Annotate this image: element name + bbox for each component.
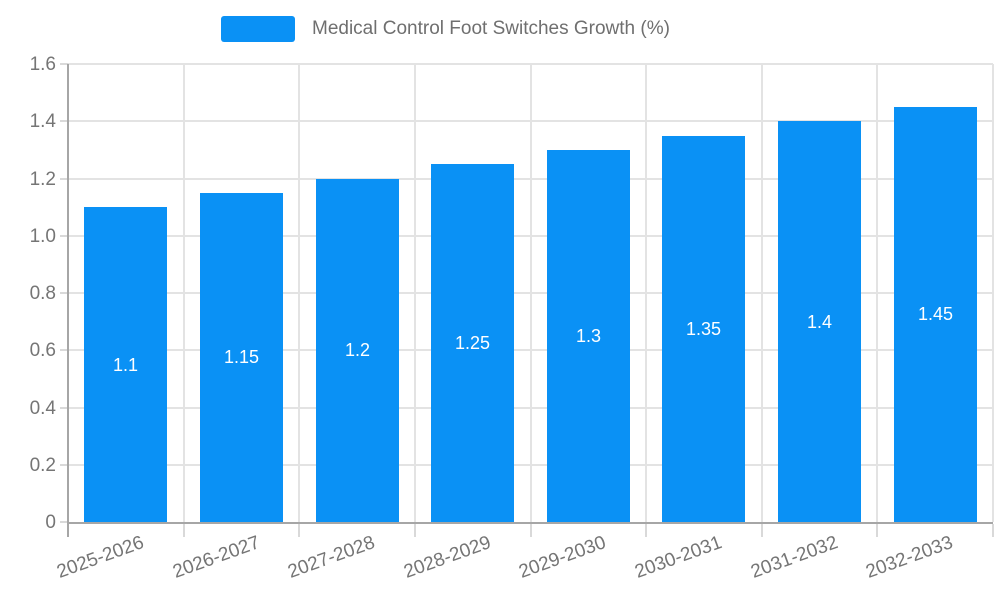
- x-axis-tick-label: 2029-2030: [516, 532, 610, 583]
- y-axis-tick-label: 1.2: [29, 169, 56, 190]
- v-gridline: [530, 64, 532, 522]
- bar: [84, 207, 167, 522]
- x-axis-tick: [876, 524, 878, 537]
- v-gridline: [876, 64, 878, 522]
- y-axis-tick: [60, 464, 68, 466]
- x-axis-tick: [298, 524, 300, 537]
- bar-value-label: 1.3: [575, 326, 602, 346]
- y-axis-tick: [60, 521, 68, 523]
- x-axis-tick: [183, 524, 185, 537]
- bar: [431, 164, 514, 522]
- y-axis-tick: [60, 120, 68, 122]
- y-axis-tick: [60, 235, 68, 237]
- y-axis-tick-label: 0.2: [29, 455, 56, 476]
- x-axis-tick: [645, 524, 647, 537]
- y-axis-tick-label: 0.8: [29, 283, 56, 304]
- y-axis-tick-label: 0: [45, 512, 56, 533]
- bar: [778, 121, 861, 522]
- x-axis-line: [68, 522, 993, 524]
- v-gridline: [414, 64, 416, 522]
- v-gridline: [761, 64, 763, 522]
- y-axis-tick: [60, 292, 68, 294]
- bar-value-label: 1.35: [685, 319, 722, 339]
- x-axis-tick-label: 2027-2028: [285, 532, 378, 583]
- bar: [894, 107, 977, 522]
- x-axis-tick-label: 2032-2033: [863, 532, 957, 583]
- legend-item[interactable]: Medical Control Foot Switches Growth (%): [221, 16, 670, 42]
- x-axis-tick-label: 2025-2026: [54, 532, 147, 583]
- bar: [547, 150, 630, 522]
- y-axis-tick: [60, 349, 68, 351]
- y-axis-tick-label: 1.0: [29, 226, 56, 247]
- x-axis-tick-label: 2026-2027: [169, 532, 263, 583]
- bar-value-label: 1.45: [917, 304, 954, 324]
- y-axis-tick-label: 0.6: [29, 340, 56, 361]
- legend-swatch-icon: [221, 16, 295, 42]
- bar: [662, 136, 745, 522]
- x-axis-tick-label: 2030-2031: [632, 532, 725, 583]
- y-axis-tick: [60, 178, 68, 180]
- legend-label: Medical Control Foot Switches Growth (%): [312, 18, 670, 39]
- v-gridline: [645, 64, 647, 522]
- y-axis-tick-label: 1.4: [29, 111, 56, 132]
- bar-value-label: 1.2: [344, 340, 371, 360]
- bar: [316, 179, 399, 522]
- bar: [200, 193, 283, 522]
- bar-value-label: 1.1: [112, 355, 139, 375]
- x-axis-tick: [414, 524, 416, 537]
- bar-value-label: 1.25: [454, 333, 491, 353]
- y-axis-tick-label: 1.6: [29, 54, 56, 75]
- bar-value-label: 1.4: [806, 312, 833, 332]
- x-axis-tick: [530, 524, 532, 537]
- v-gridline: [992, 64, 994, 522]
- y-axis-tick: [60, 407, 68, 409]
- v-gridline: [298, 64, 300, 522]
- x-axis-tick-label: 2031-2032: [747, 532, 841, 583]
- x-axis-tick: [761, 524, 763, 537]
- bar-value-label: 1.15: [223, 347, 260, 367]
- x-axis-tick: [992, 524, 994, 537]
- y-axis-tick-label: 0.4: [29, 398, 56, 419]
- y-axis-tick: [60, 63, 68, 65]
- x-axis-tick-label: 2028-2029: [400, 532, 494, 583]
- y-axis-line: [67, 64, 69, 537]
- v-gridline: [183, 64, 185, 522]
